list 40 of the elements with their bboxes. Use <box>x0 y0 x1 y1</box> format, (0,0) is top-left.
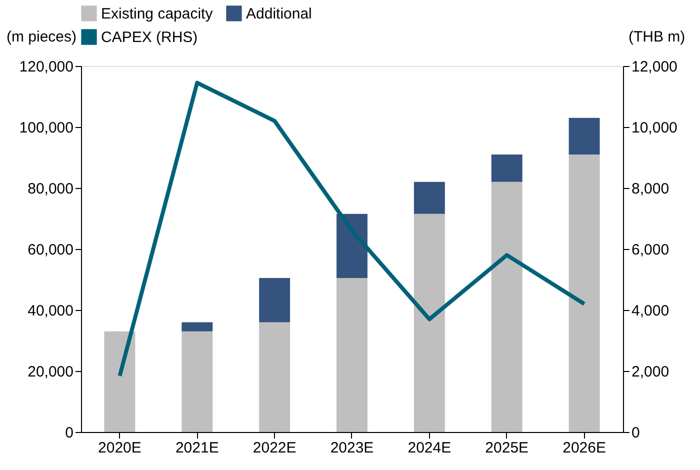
x-tick-label: 2025E <box>485 440 529 456</box>
legend-label: Existing capacity <box>101 5 214 22</box>
bar <box>568 118 600 154</box>
y2-tick-label: 0 <box>632 424 640 442</box>
bar <box>336 214 368 278</box>
bar <box>414 214 445 432</box>
y2-tick-label: 10,000 <box>632 120 678 136</box>
bar <box>491 182 522 432</box>
bar <box>182 331 213 432</box>
legend-label: CAPEX (RHS) <box>101 29 198 46</box>
y-tick-label: 0 <box>65 424 74 442</box>
y-tick-label: 100,000 <box>19 120 74 136</box>
y2-tick-label: 4,000 <box>632 302 670 320</box>
y-tick-label: 80,000 <box>28 180 74 198</box>
x-tick-label: 2020E <box>98 440 142 456</box>
bar <box>259 322 290 432</box>
y2-tick-label: 2,000 <box>632 364 670 380</box>
x-tick-label: 2026E <box>562 440 606 456</box>
legend-label: Additional <box>246 5 312 22</box>
bar <box>259 278 290 322</box>
line-series <box>118 80 586 378</box>
x-tick-label: 2021E <box>175 440 219 456</box>
bar <box>414 182 445 214</box>
y2-tick-label: 8,000 <box>632 180 670 198</box>
y-tick-label: 20,000 <box>28 364 74 380</box>
bar <box>182 322 213 332</box>
x-tick-label: 2023E <box>330 440 374 456</box>
bar <box>104 331 136 432</box>
y-tick-label: 120,000 <box>19 58 74 76</box>
bar <box>491 154 522 182</box>
bar <box>568 154 600 432</box>
y2-tick-label: 12,000 <box>632 58 678 76</box>
y-tick-label: 40,000 <box>28 302 74 320</box>
x-tick-label: 2022E <box>252 440 296 456</box>
y2-axis-title: (THB m) <box>628 28 686 46</box>
y-tick-label: 60,000 <box>28 242 74 258</box>
bar <box>336 278 368 432</box>
y-axis-title: (m pieces) <box>6 28 76 46</box>
y2-tick-label: 6,000 <box>632 242 670 258</box>
x-tick-label: 2024E <box>408 440 452 456</box>
